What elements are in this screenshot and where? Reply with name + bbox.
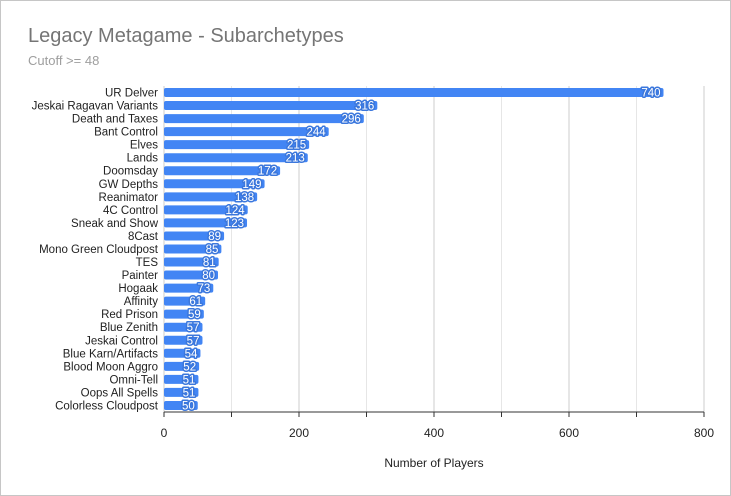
category-label: Affinity xyxy=(124,296,159,308)
x-axis-label: Number of Players xyxy=(384,456,483,470)
bar xyxy=(164,140,310,150)
data-label: 213 xyxy=(286,153,305,165)
chart-subtitle: Cutoff >= 48 xyxy=(28,53,100,68)
data-label: 85 xyxy=(206,244,219,256)
data-label: 51 xyxy=(183,387,196,399)
category-label: UR Delver xyxy=(105,88,158,100)
category-label: Painter xyxy=(122,270,159,282)
data-label: 52 xyxy=(183,361,196,373)
bar xyxy=(164,374,199,384)
grid-lines xyxy=(163,86,705,417)
data-label: 50 xyxy=(182,400,195,412)
data-label: 172 xyxy=(258,166,277,178)
category-label: Bant Control xyxy=(94,127,158,139)
data-label: 51 xyxy=(183,374,196,386)
category-label: Lands xyxy=(127,153,159,165)
data-label: 80 xyxy=(202,270,215,282)
category-label: Oops All Spells xyxy=(81,387,159,399)
bar xyxy=(164,231,225,241)
bar xyxy=(164,179,265,189)
data-label: 57 xyxy=(187,322,200,334)
bar xyxy=(164,270,218,280)
data-label: 138 xyxy=(235,192,254,204)
category-label: Blue Zenith xyxy=(100,322,158,334)
x-tick-label: 200 xyxy=(289,426,309,440)
bar xyxy=(164,283,214,293)
bar xyxy=(164,244,222,254)
category-label: Colorless Cloudpost xyxy=(55,400,159,412)
category-label: Jeskai Control xyxy=(85,335,158,347)
data-label: 57 xyxy=(187,335,200,347)
data-label: 244 xyxy=(307,127,327,139)
category-label: Sneak and Show xyxy=(71,218,159,230)
x-tick-label: 800 xyxy=(694,426,714,440)
category-label: Reanimator xyxy=(99,192,159,204)
category-label: Red Prison xyxy=(101,309,158,321)
category-label: Hogaak xyxy=(118,283,158,295)
bar xyxy=(164,88,664,97)
bar xyxy=(164,257,219,267)
category-label: Blood Moon Aggro xyxy=(63,361,158,373)
data-label: 316 xyxy=(355,101,374,113)
category-label: Doomsday xyxy=(103,166,158,178)
category-label: Jeskai Ragavan Variants xyxy=(32,101,159,113)
category-label: 4C Control xyxy=(103,205,158,217)
data-label: 89 xyxy=(208,231,221,243)
bar xyxy=(164,309,204,319)
chart-title: Legacy Metagame - Subarchetypes xyxy=(28,25,344,47)
bar xyxy=(164,400,198,410)
x-tick-labels: 0 200 400 600 800 xyxy=(161,426,715,440)
data-label: 59 xyxy=(188,309,201,321)
bar xyxy=(164,218,248,228)
data-label: 73 xyxy=(197,283,210,295)
x-tick-label: 0 xyxy=(161,426,168,440)
bars xyxy=(164,88,664,410)
data-label: 61 xyxy=(189,296,202,308)
category-label: 8Cast xyxy=(128,231,159,243)
bar xyxy=(164,166,281,176)
category-label: TES xyxy=(136,257,159,269)
data-label: 81 xyxy=(203,257,216,269)
x-tick-label: 600 xyxy=(559,426,579,440)
data-label: 149 xyxy=(242,179,261,191)
category-label: Blue Karn/Artifacts xyxy=(63,348,158,360)
category-label: Elves xyxy=(130,140,158,152)
bar xyxy=(164,192,258,202)
x-tick-label: 400 xyxy=(424,426,444,440)
bar xyxy=(164,153,308,163)
bar xyxy=(164,205,248,215)
bar xyxy=(164,348,201,358)
bar xyxy=(164,114,364,124)
bar xyxy=(164,296,206,306)
bar xyxy=(164,322,203,332)
bar xyxy=(164,387,199,397)
data-label: 740 xyxy=(641,88,660,100)
category-label: Mono Green Cloudpost xyxy=(39,244,159,256)
bar xyxy=(164,127,329,137)
category-label: GW Depths xyxy=(99,179,159,191)
bar xyxy=(164,101,378,111)
data-label: 296 xyxy=(342,114,361,126)
data-label: 215 xyxy=(287,140,306,152)
bar xyxy=(164,335,203,345)
bar xyxy=(164,361,200,371)
data-label: 123 xyxy=(225,218,244,230)
category-label: Omni-Tell xyxy=(109,374,158,386)
data-label: 54 xyxy=(185,348,198,360)
data-label: 124 xyxy=(226,205,246,217)
category-label: Death and Taxes xyxy=(72,114,158,126)
